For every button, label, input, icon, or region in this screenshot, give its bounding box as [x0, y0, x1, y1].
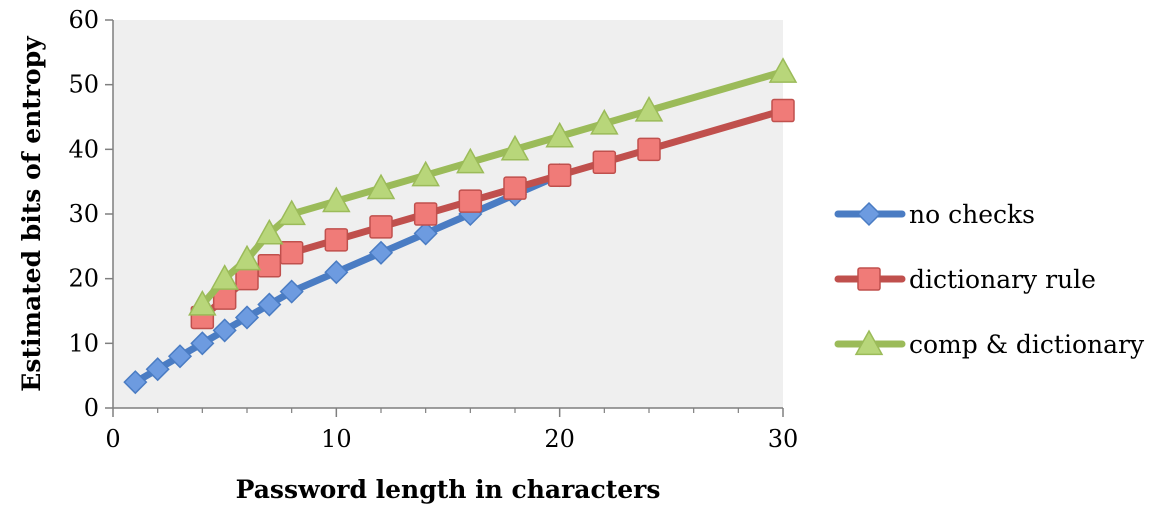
y-tick-label: 0 — [84, 394, 99, 422]
legend-item: comp & dictionary — [834, 329, 1145, 359]
x-tick-label: 10 — [321, 425, 352, 453]
data-point — [771, 98, 795, 123]
data-point — [255, 218, 284, 245]
axes — [105, 19, 784, 417]
y-tick-label: 50 — [68, 71, 99, 99]
y-tick-label: 20 — [68, 265, 99, 293]
data-point — [366, 173, 396, 200]
data-point — [547, 163, 572, 187]
data-point — [210, 264, 239, 290]
data-point — [232, 244, 262, 271]
data-point — [545, 121, 574, 148]
data-point — [503, 176, 527, 200]
legend-item: no checks — [834, 200, 1035, 229]
plot-area — [113, 20, 783, 408]
x-axis-title: Password length in characters — [236, 475, 661, 504]
tick-labels: 0 10 20 30 40 50 60 0 10 20 30 — [68, 6, 798, 453]
data-point — [324, 228, 349, 252]
data-point — [123, 370, 148, 395]
data-point — [413, 221, 438, 246]
data-point — [456, 147, 485, 174]
data-point — [257, 253, 282, 278]
data-point — [634, 95, 664, 122]
legend-label: comp & dictionary — [909, 330, 1145, 359]
series-layer — [123, 57, 798, 395]
data-point — [637, 137, 661, 162]
data-point — [500, 134, 530, 161]
data-point — [235, 266, 259, 291]
data-point — [411, 160, 440, 187]
legend-item: dictionary rule — [834, 265, 1096, 294]
data-point — [145, 357, 170, 382]
data-point — [277, 199, 306, 226]
data-point — [279, 279, 304, 304]
legend-marker — [856, 201, 882, 227]
x-tick-label: 0 — [105, 425, 120, 453]
data-point — [212, 318, 237, 343]
data-point — [188, 289, 217, 316]
data-point — [190, 331, 215, 356]
y-tick-label: 10 — [68, 329, 99, 357]
y-tick-label: 60 — [68, 6, 99, 34]
data-point — [590, 108, 619, 135]
legend: no checks dictionary rule comp & dictionar… — [834, 200, 1145, 359]
y-tick-label: 40 — [68, 135, 99, 163]
x-tick-label: 30 — [768, 425, 799, 453]
data-point — [368, 240, 394, 265]
data-point — [413, 202, 438, 226]
legend-marker — [857, 267, 881, 291]
y-axis-title: Estimated bits of entropy — [17, 35, 46, 392]
data-point — [322, 186, 351, 213]
legend-marker — [854, 329, 884, 356]
data-point — [167, 344, 193, 369]
data-point — [279, 241, 304, 265]
data-point — [458, 189, 483, 213]
series-comp-dictionary — [188, 57, 798, 316]
legend-label: no checks — [909, 200, 1035, 229]
legend-label: dictionary rule — [909, 265, 1096, 294]
x-tick-label: 20 — [544, 425, 575, 453]
data-point — [257, 292, 282, 317]
data-point — [324, 260, 349, 285]
data-point — [592, 150, 617, 175]
data-point — [369, 215, 393, 239]
y-tick-label: 30 — [68, 200, 99, 228]
data-point — [768, 57, 798, 83]
data-point — [234, 305, 260, 330]
